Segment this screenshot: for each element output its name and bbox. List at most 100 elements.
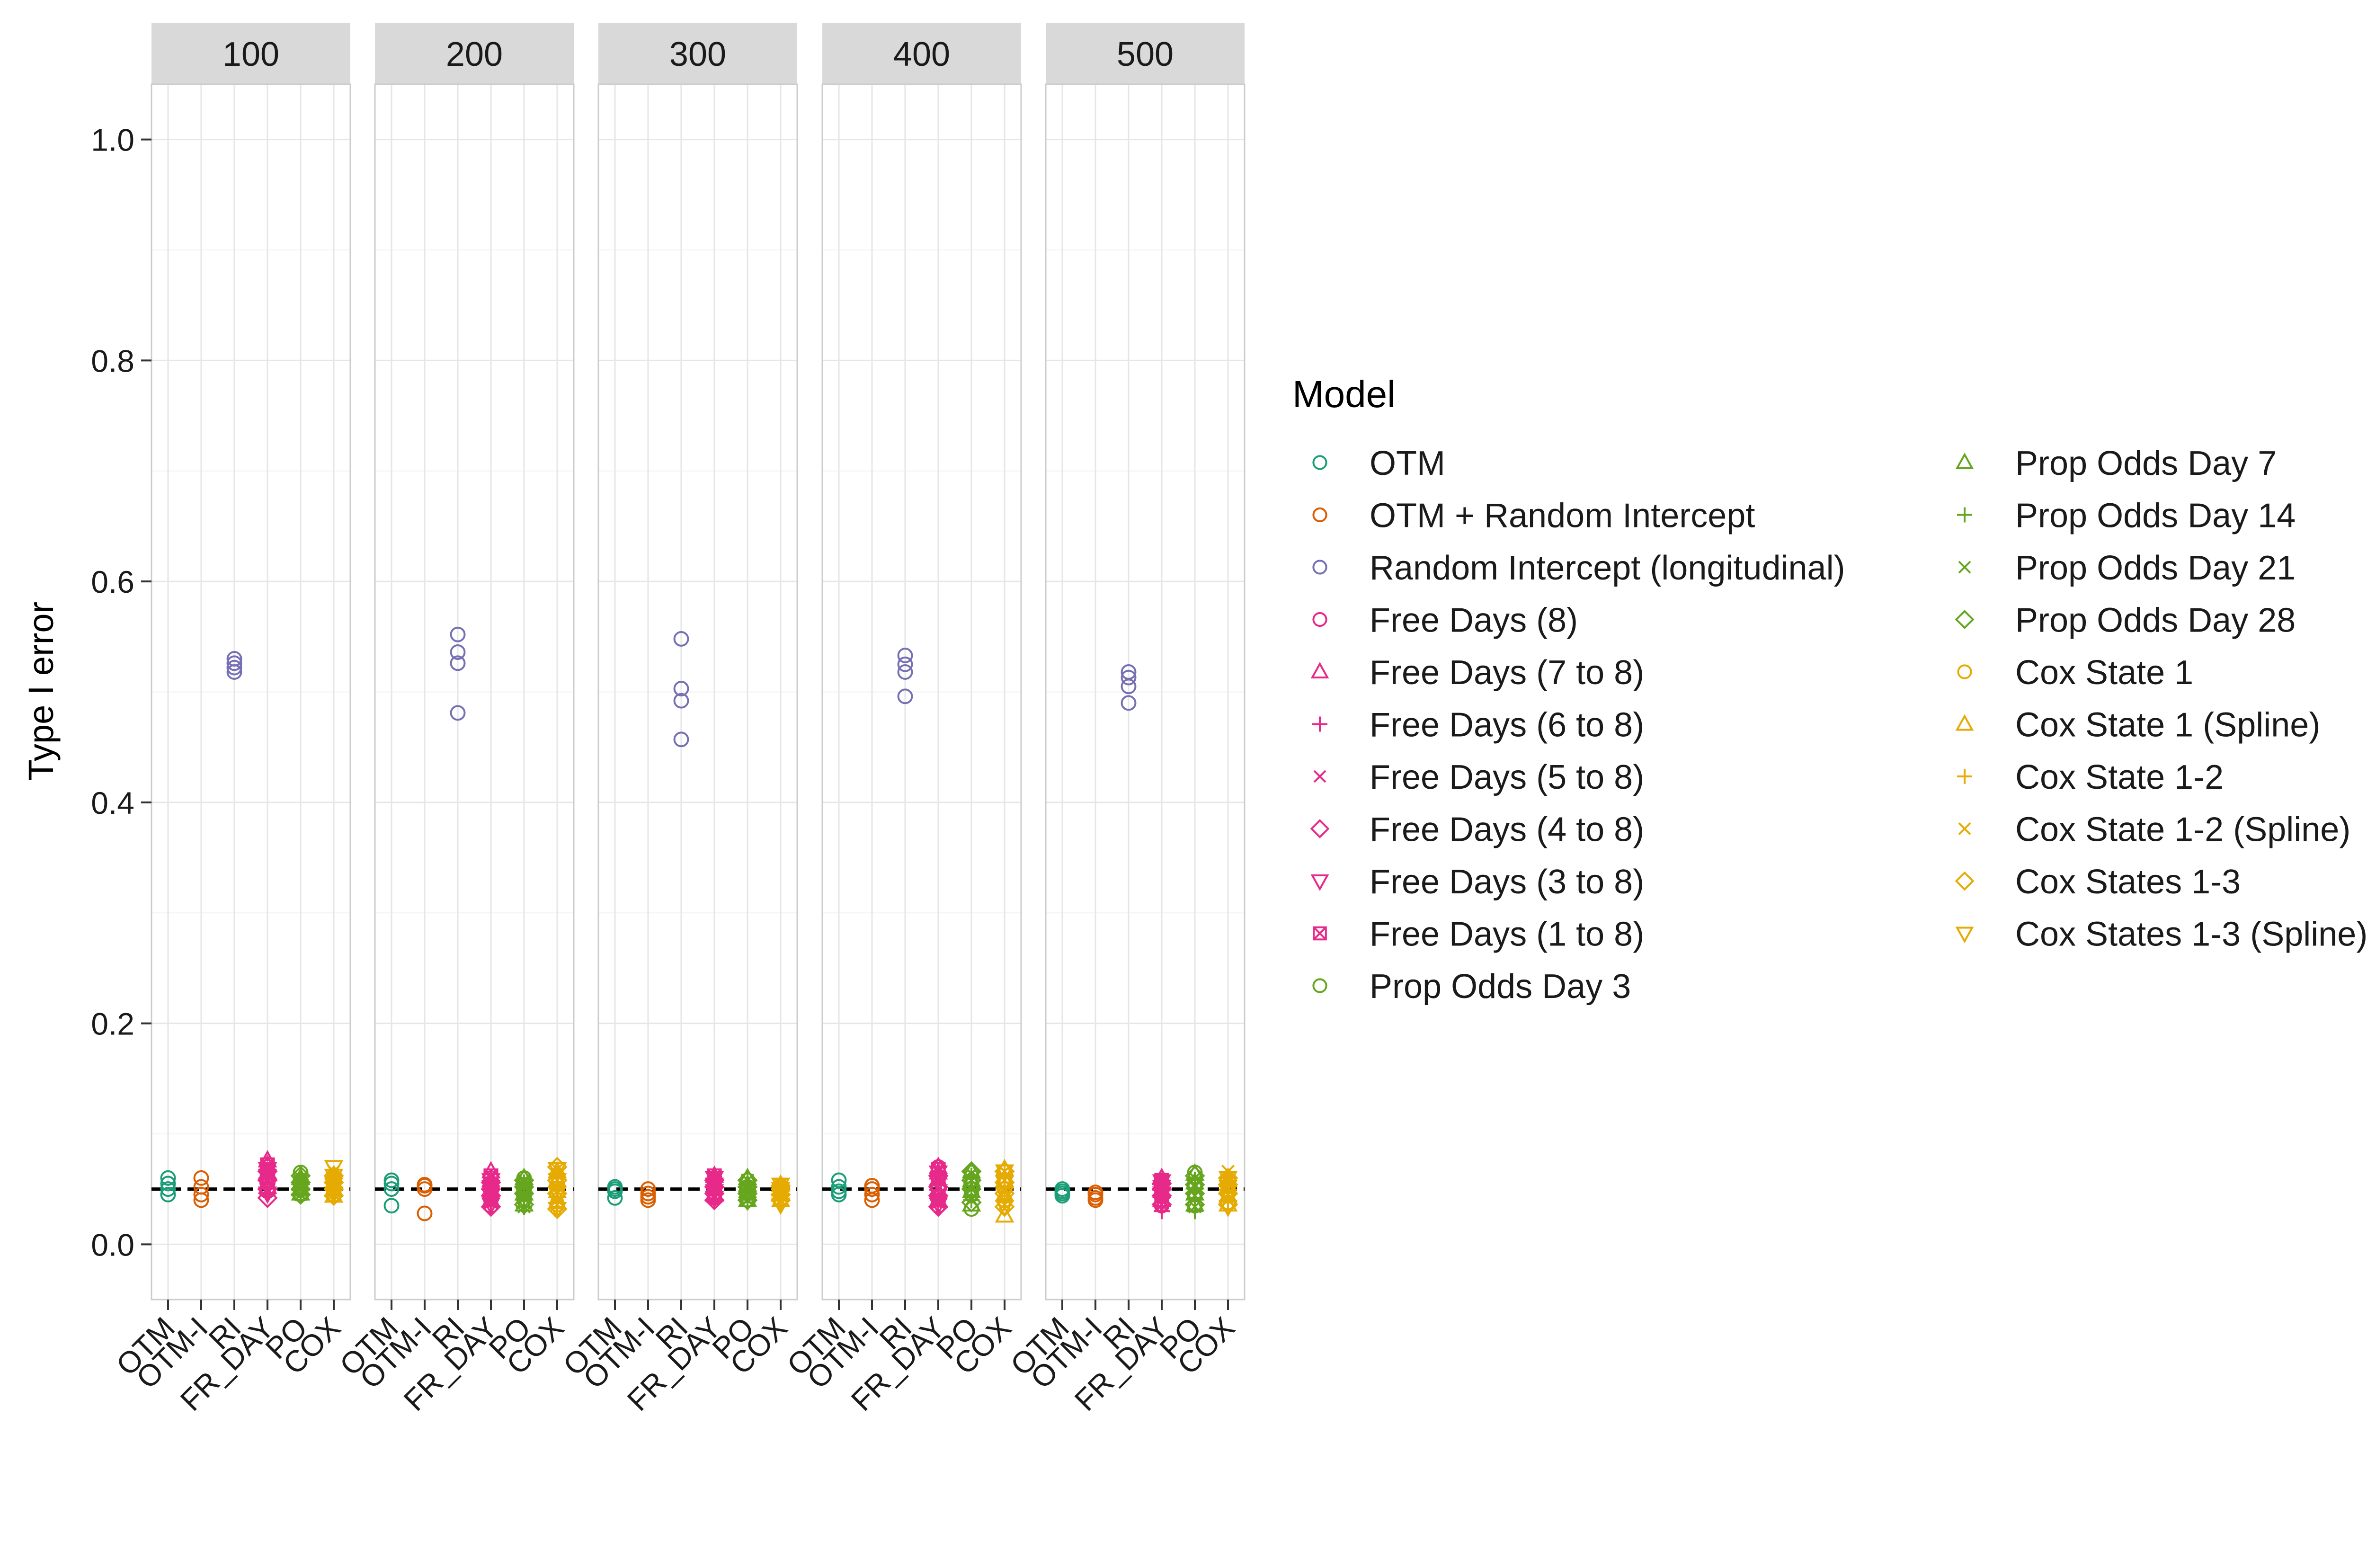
point-circle	[864, 1186, 880, 1203]
legend-item-label: Cox State 1	[2015, 654, 2193, 692]
point-square-cross-lines	[707, 1168, 722, 1183]
point-square-cross	[707, 1168, 722, 1184]
point-circle	[897, 648, 913, 663]
point-plus	[1957, 769, 1972, 784]
legend-item-label: Free Days (1 to 8)	[1370, 916, 1644, 953]
legend-item: Prop Odds Day 14	[1957, 497, 2296, 535]
point-triangle-down	[995, 1164, 1014, 1182]
legend-item-label: Prop Odds Day 21	[2015, 549, 2296, 587]
facet-panels: 100OTMOTM-IRIFR_DAYPOCOX200OTMOTM-IRIFR_…	[109, 23, 1246, 1417]
point-circle	[897, 664, 913, 680]
point-triangle-down	[324, 1177, 344, 1195]
legend-item-label: Prop Odds Day 3	[1370, 968, 1631, 1006]
legend-item: OTM + Random Intercept	[1312, 497, 1755, 535]
point-diamond	[290, 1166, 311, 1186]
legend-item-label: Cox State 1-2 (Spline)	[2015, 811, 2350, 849]
point-circle	[831, 1172, 847, 1188]
point-square-cross	[931, 1162, 946, 1177]
point-cross	[1958, 561, 1971, 574]
y-tick-label: 0.4	[91, 785, 134, 820]
point-circle	[897, 656, 913, 672]
point-diamond	[1955, 871, 1975, 891]
point-triangle-down	[995, 1175, 1014, 1193]
point-circle	[193, 1179, 209, 1195]
legend-item: Free Days (6 to 8)	[1312, 706, 1644, 744]
legend-item: Cox States 1-3 (Spline)	[1955, 916, 2367, 953]
point-cross	[964, 1167, 979, 1181]
legend-item: Free Days (1 to 8)	[1313, 916, 1644, 953]
point-circle	[226, 659, 242, 676]
point-plus	[1957, 507, 1972, 523]
point-triangle-down	[771, 1188, 791, 1206]
y-tick-label: 1.0	[91, 123, 134, 158]
point-square-cross	[483, 1168, 498, 1184]
point-circle	[673, 681, 689, 696]
point-circle	[607, 1190, 623, 1206]
legend-item: Cox State 1-2 (Spline)	[1958, 811, 2350, 849]
point-circle	[673, 693, 689, 709]
point-square-cross	[483, 1177, 498, 1192]
legend-item-label: Free Days (5 to 8)	[1370, 758, 1644, 796]
point-square-cross	[1313, 926, 1327, 941]
panel-border	[374, 83, 575, 1301]
point-cross	[964, 1193, 979, 1207]
point-circle	[160, 1186, 176, 1203]
legend-item-label: Cox State 1 (Spline)	[2015, 706, 2320, 744]
point-circle	[831, 1183, 847, 1199]
facet-strip-label: 500	[1117, 36, 1174, 73]
point-circle	[160, 1176, 176, 1192]
point-circle	[831, 1179, 847, 1195]
point-square-cross-lines	[1313, 927, 1327, 940]
point-square-cross-lines	[1154, 1173, 1169, 1187]
point-cross	[517, 1200, 531, 1214]
point-square-cross-lines	[931, 1162, 946, 1176]
point-cross	[1313, 770, 1326, 783]
point-square-cross	[483, 1193, 498, 1208]
legend-item: Prop Odds Day 21	[1958, 549, 2296, 587]
facet-strip	[598, 23, 797, 84]
point-diamond	[737, 1170, 758, 1191]
legend-item: Cox States 1-3	[1955, 863, 2241, 901]
legend-item: Prop Odds Day 3	[1312, 968, 1631, 1006]
point-triangle-down	[324, 1168, 344, 1186]
point-square-cross-lines	[483, 1168, 498, 1183]
legend-item-label: Random Intercept (longitudinal)	[1370, 549, 1845, 587]
point-diamond	[961, 1192, 982, 1213]
point-plus	[1312, 716, 1327, 732]
facet-strip-label: 400	[893, 36, 950, 73]
facet-strip	[822, 23, 1021, 84]
legend-item-label: Prop Odds Day 28	[2015, 602, 2296, 640]
legend-item-label: Prop Odds Day 14	[2015, 497, 2296, 535]
point-circle	[417, 1176, 433, 1193]
point-circle	[383, 1181, 400, 1197]
point-circle	[1121, 664, 1137, 680]
point-circle	[193, 1170, 209, 1186]
point-circle	[1312, 560, 1327, 575]
point-diamond	[961, 1170, 982, 1191]
y-axis: 0.0 0.2 0.4 0.6 0.8 1.0	[91, 123, 151, 1262]
point-circle	[1054, 1181, 1070, 1197]
y-tick-label: 0.8	[91, 343, 134, 378]
point-circle	[673, 631, 689, 647]
point-triangle-down	[1218, 1200, 1238, 1217]
point-circle	[383, 1198, 400, 1214]
point-square-cross	[931, 1193, 946, 1208]
point-diamond	[961, 1161, 982, 1182]
point-circle	[383, 1172, 400, 1188]
point-circle	[640, 1181, 656, 1197]
point-circle	[160, 1170, 176, 1186]
point-square-cross	[1154, 1193, 1169, 1208]
legend-item: Random Intercept (longitudinal)	[1312, 549, 1845, 587]
point-circle	[897, 688, 913, 704]
point-circle	[607, 1179, 623, 1195]
point-diamond	[1184, 1194, 1205, 1215]
point-circle	[1121, 695, 1137, 711]
point-cross	[1188, 1171, 1202, 1185]
point-circle	[1957, 664, 1972, 679]
point-circle	[1087, 1185, 1103, 1201]
legend-item-label: Cox States 1-3	[2015, 863, 2241, 901]
